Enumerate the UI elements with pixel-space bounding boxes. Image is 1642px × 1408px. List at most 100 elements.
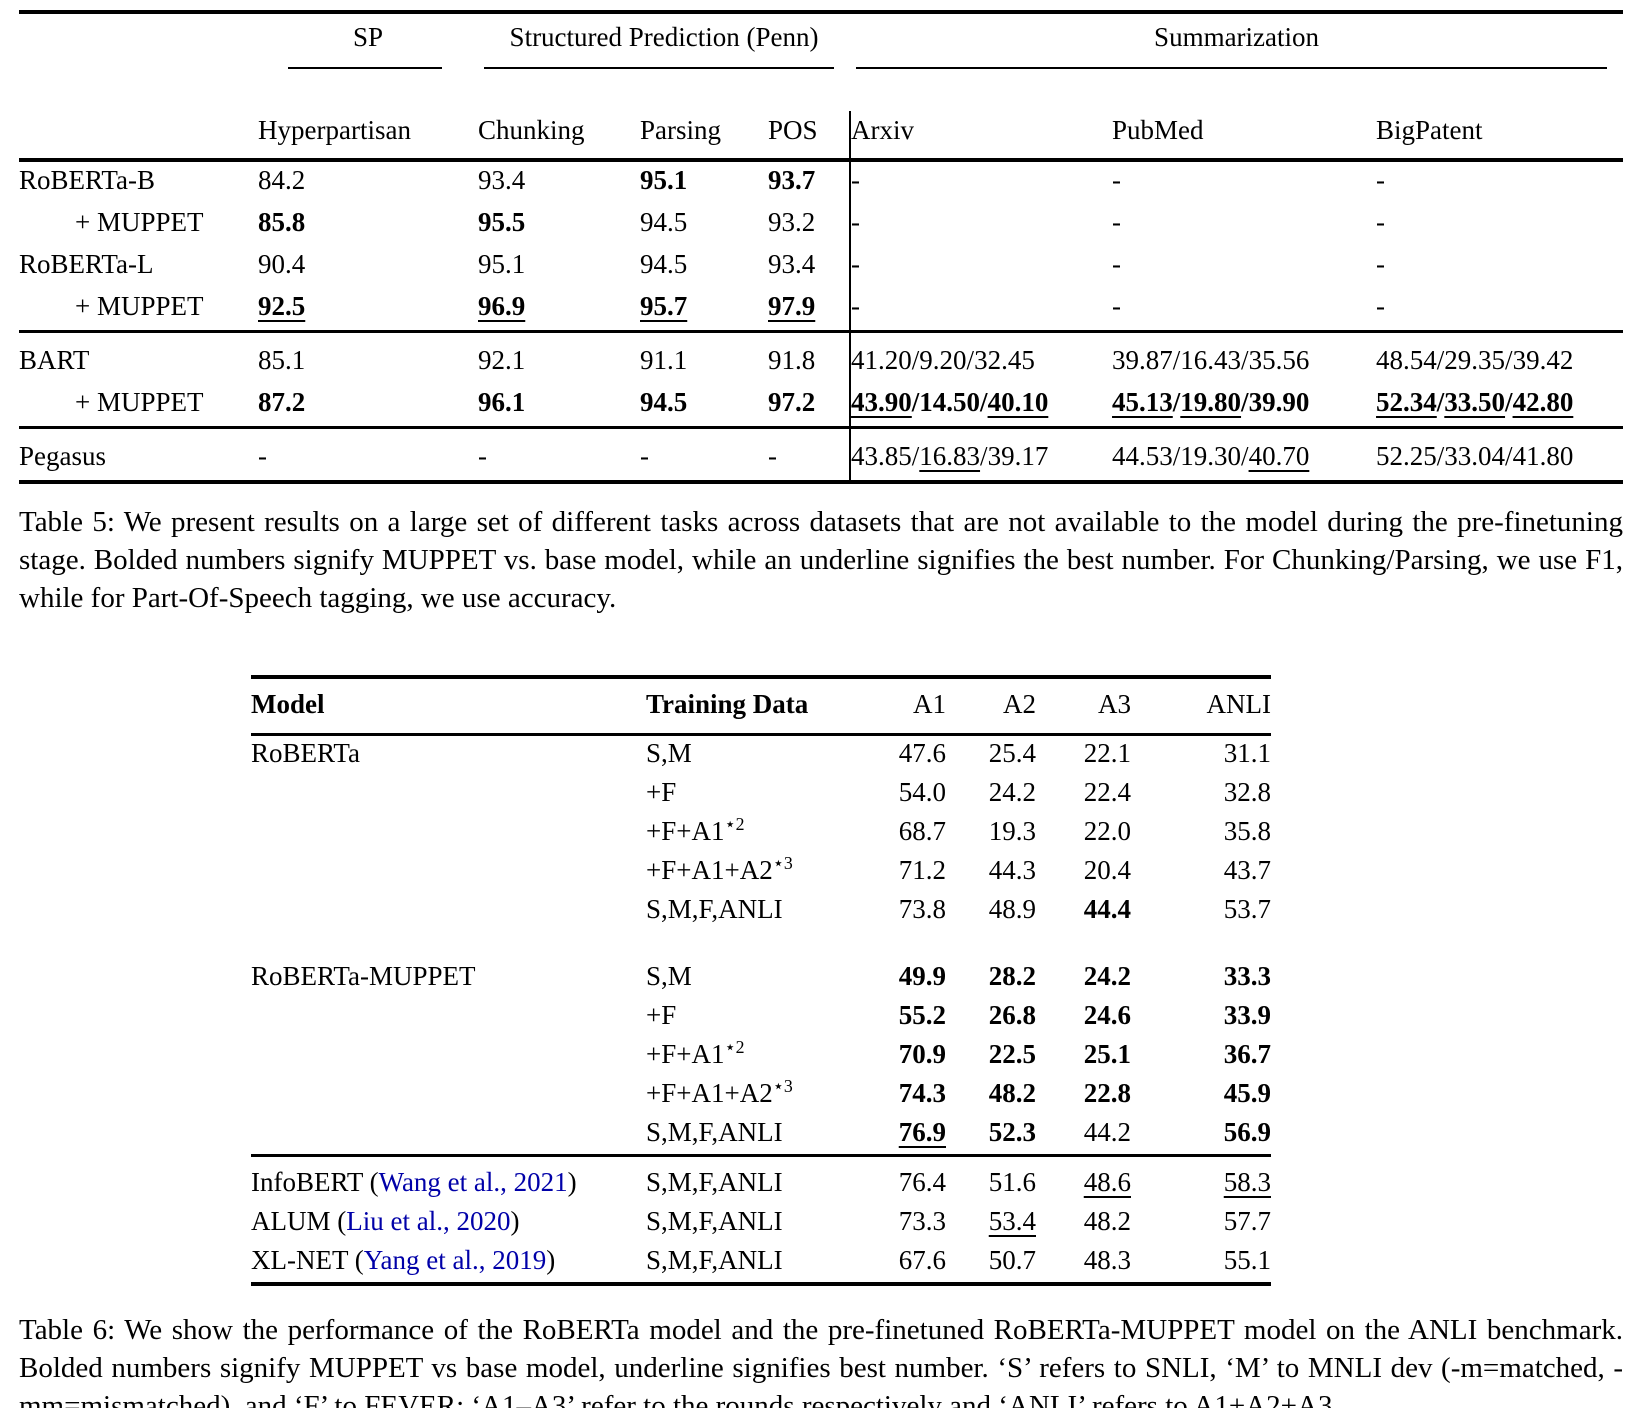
text: 73.3 [898, 1206, 946, 1237]
table-row: + MUPPET 87.2 96.1 94.5 97.2 43.90/14.50/40.1… [19, 384, 1623, 428]
cell: 44.4 [1036, 892, 1131, 931]
text: 40.70 [1248, 441, 1310, 472]
cell: 74.3 [886, 1076, 946, 1115]
column-header: A1 [886, 677, 946, 736]
table-row: + MUPPET 92.5 96.9 95.7 97.9 - - - [19, 288, 1623, 332]
row-label [251, 814, 646, 853]
text: S,M,F,ANLI [646, 1116, 783, 1147]
cell: +F+A1⋆2 [646, 1037, 886, 1076]
text: ALUM ( [251, 1206, 347, 1237]
text: - [1112, 291, 1122, 322]
text: + MUPPET [75, 207, 204, 238]
text: BART [19, 345, 90, 376]
text: 16.83 [919, 441, 981, 472]
text: - [640, 441, 649, 472]
cell: 93.2 [768, 204, 850, 246]
group-header: Structured Prediction (Penn) [478, 12, 850, 111]
text: 31.1 [1223, 737, 1271, 768]
text: 25.4 [988, 737, 1036, 768]
cell: - [1112, 204, 1376, 246]
table-row: XL-NET (Yang et al., 2019) S,M,F,ANLI 67.6… [251, 1243, 1271, 1284]
text: 93.7 [768, 165, 816, 196]
row-label [251, 1115, 646, 1156]
text: 95.7 [640, 291, 688, 322]
text: 48.2 [988, 1077, 1036, 1108]
text: 85.1 [258, 345, 306, 376]
cell: - [1112, 288, 1376, 332]
text: 74.3 [898, 1077, 946, 1108]
cell: S,M,F,ANLI [646, 1243, 886, 1284]
text: ⋆2 [724, 813, 745, 834]
cell: 67.6 [886, 1243, 946, 1284]
text: 52.3 [988, 1116, 1036, 1147]
cell: 22.8 [1036, 1076, 1131, 1115]
text: - [851, 165, 861, 196]
text: RoBERTa-B [19, 165, 155, 196]
row-label: Pegasus [19, 426, 258, 483]
cell: +F+A1+A2⋆3 [646, 853, 886, 892]
text: 33.04 [1444, 441, 1506, 472]
text: 48.54 [1376, 345, 1437, 376]
text: 84.2 [258, 165, 306, 196]
citation-link[interactable]: Yang et al., 2019 [363, 1245, 547, 1276]
column-header: PubMed [1112, 111, 1377, 163]
cell: 49.9 [886, 959, 946, 998]
cell: 22.1 [1036, 734, 1131, 775]
table-row: +F 54.0 24.2 22.4 32.8 [251, 775, 1271, 814]
text: +F [646, 776, 677, 807]
column-header [19, 111, 258, 163]
table-row: ALUM (Liu et al., 2020) S,M,F,ANLI 73.3 53.… [251, 1204, 1271, 1243]
citation-link[interactable]: Liu et al., 2020 [346, 1206, 511, 1237]
text: 19.80 [1180, 387, 1242, 418]
text: / [1505, 387, 1513, 418]
text: 94.5 [640, 207, 688, 238]
text: - [851, 207, 861, 238]
row-label [251, 892, 646, 931]
text: 48.2 [1083, 1206, 1131, 1237]
cell: 93.4 [768, 246, 850, 288]
text: - [1112, 207, 1122, 238]
text: 16.43 [1180, 345, 1242, 376]
text: 52.34 [1376, 387, 1437, 418]
cell: 48.9 [946, 892, 1036, 931]
text: / [1241, 387, 1249, 418]
text: 94.5 [640, 249, 688, 280]
table-row: RoBERTa S,M 47.6 25.4 22.1 31.1 [251, 734, 1271, 775]
text: 24.6 [1083, 999, 1131, 1030]
text: 68.7 [898, 815, 946, 846]
text: / [911, 387, 920, 418]
text: ) [546, 1245, 556, 1276]
text: + MUPPET [75, 387, 204, 418]
text: 53.7 [1223, 893, 1271, 924]
row-label: + MUPPET [19, 384, 258, 428]
row-label: RoBERTa-B [19, 160, 258, 204]
row-label: RoBERTa-MUPPET [251, 959, 646, 998]
text: / [1505, 345, 1513, 376]
table-row: +F+A1⋆2 70.9 22.5 25.1 36.7 [251, 1037, 1271, 1076]
row-label: ALUM (Liu et al., 2020) [251, 1204, 646, 1243]
cell: 76.4 [886, 1154, 946, 1205]
text: / [911, 345, 920, 376]
text: 55.2 [898, 999, 946, 1030]
cell: 97.9 [768, 288, 850, 332]
text: / [1241, 345, 1249, 376]
group-header [19, 12, 258, 111]
cell: 96.1 [478, 384, 640, 428]
cell: 96.9 [478, 288, 640, 332]
text: 28.2 [988, 960, 1036, 991]
cell: - [849, 288, 1113, 332]
citation-link[interactable]: Wang et al., 2021 [378, 1167, 568, 1197]
cell: S,M [646, 959, 886, 998]
row-label: BART [19, 330, 258, 385]
text: 97.2 [768, 387, 816, 418]
cell: 55.1 [1131, 1243, 1271, 1284]
column-group-rule [484, 67, 835, 70]
cell: 53.7 [1131, 892, 1271, 931]
text: 19.3 [988, 815, 1036, 846]
column-header-row: Model Training Data A1 A2 A3 ANLI [251, 677, 1271, 736]
text: S,M [646, 737, 692, 768]
text: XL-NET ( [251, 1245, 364, 1276]
cell: 35.8 [1131, 814, 1271, 853]
cell: 22.5 [946, 1037, 1036, 1076]
